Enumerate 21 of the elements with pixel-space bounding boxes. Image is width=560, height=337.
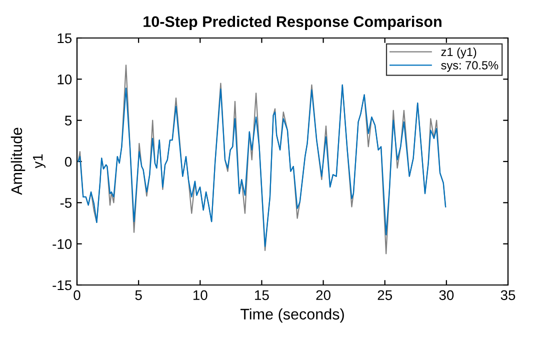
y-tick-label: 10 bbox=[58, 74, 72, 84]
x-tick-label: 35 bbox=[500, 290, 516, 300]
x-axis-title: Time (seconds) bbox=[240, 308, 344, 323]
x-tick-label: 0 bbox=[74, 290, 80, 300]
text: y1 bbox=[33, 154, 46, 168]
x-tick-label: 10 bbox=[193, 290, 208, 300]
y-tick-label: 0 bbox=[64, 156, 72, 167]
y-tick-label: -10 bbox=[52, 239, 72, 250]
y-tick-label: 5 bbox=[64, 116, 72, 126]
x-tick-label: 15 bbox=[255, 290, 269, 300]
legend-label: z1 (y1) bbox=[441, 47, 476, 58]
x-tick-label: 30 bbox=[439, 290, 454, 300]
y-tick-label: 15 bbox=[58, 33, 72, 44]
legend-label: sys: 70.5% bbox=[441, 61, 498, 72]
x-tick-label: 25 bbox=[378, 290, 392, 300]
y-tick-label: -5 bbox=[60, 198, 72, 208]
y-tick-label: -15 bbox=[52, 280, 72, 290]
x-tick-label: 5 bbox=[135, 290, 142, 300]
y-axis-title: Amplitude bbox=[10, 128, 26, 195]
x-tick-label: 20 bbox=[316, 290, 330, 300]
chart-title: 10-Step Predicted Response Comparison bbox=[144, 16, 442, 30]
